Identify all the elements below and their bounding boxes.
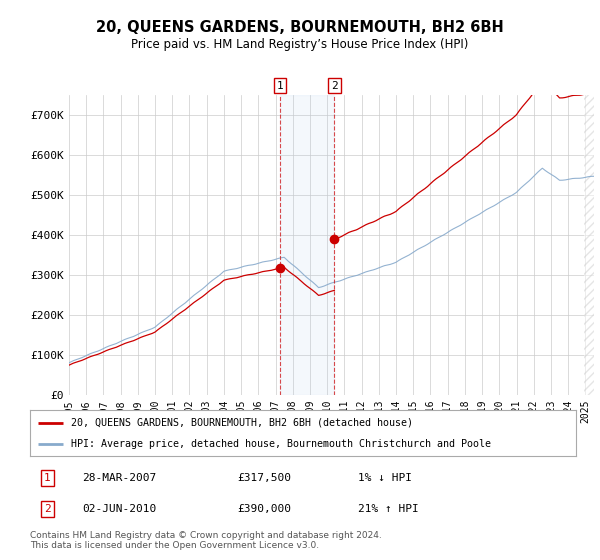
Text: 20, QUEENS GARDENS, BOURNEMOUTH, BH2 6BH: 20, QUEENS GARDENS, BOURNEMOUTH, BH2 6BH (96, 20, 504, 35)
Bar (280, 95, 334, 395)
Text: 2: 2 (44, 504, 50, 514)
Text: £390,000: £390,000 (238, 504, 292, 514)
Text: £317,500: £317,500 (238, 473, 292, 483)
Text: 1: 1 (277, 81, 283, 91)
Text: 1% ↓ HPI: 1% ↓ HPI (358, 473, 412, 483)
Text: 21% ↑ HPI: 21% ↑ HPI (358, 504, 418, 514)
Text: 20, QUEENS GARDENS, BOURNEMOUTH, BH2 6BH (detached house): 20, QUEENS GARDENS, BOURNEMOUTH, BH2 6BH… (71, 418, 413, 428)
Text: 28-MAR-2007: 28-MAR-2007 (82, 473, 156, 483)
Text: 1: 1 (44, 473, 50, 483)
Text: HPI: Average price, detached house, Bournemouth Christchurch and Poole: HPI: Average price, detached house, Bour… (71, 439, 491, 449)
Text: Price paid vs. HM Land Registry’s House Price Index (HPI): Price paid vs. HM Land Registry’s House … (131, 38, 469, 51)
Text: 02-JUN-2010: 02-JUN-2010 (82, 504, 156, 514)
Text: 2: 2 (331, 81, 338, 91)
Text: Contains HM Land Registry data © Crown copyright and database right 2024.
This d: Contains HM Land Registry data © Crown c… (30, 531, 382, 550)
